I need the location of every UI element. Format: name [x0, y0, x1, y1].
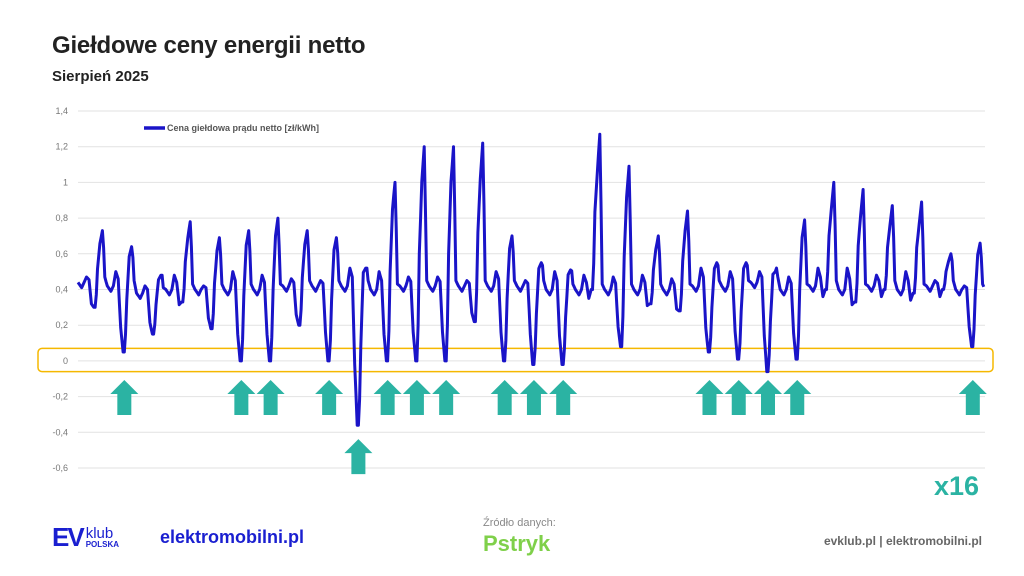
- ev-logo-mark: EV: [52, 522, 85, 552]
- evklub-logo: EV klub POLSKA: [52, 524, 119, 550]
- y-tick-label: 0,8: [55, 213, 68, 223]
- arrow-count-label: x16: [934, 471, 980, 501]
- ev-logo-klub: klub: [85, 524, 114, 542]
- y-tick-label: 1: [63, 177, 68, 187]
- y-tick-label: 1,2: [55, 142, 68, 152]
- footer-links: evklub.pl | elektromobilni.pl: [823, 534, 982, 548]
- up-arrow-icon: [256, 380, 285, 415]
- page-title: Giełdowe ceny energii netto: [52, 32, 366, 59]
- y-tick-label: -0,4: [52, 427, 68, 437]
- legend: Cena giełdowa prądu netto [zł/kWh]: [144, 123, 319, 133]
- up-arrow-icon: [373, 380, 402, 415]
- series-line: [76, 132, 986, 427]
- up-arrow-icon: [754, 380, 783, 415]
- up-arrow-icon: [695, 380, 724, 415]
- up-arrow-icon: [958, 380, 987, 415]
- up-arrow-icon: [344, 439, 373, 475]
- ev-logo-text: klub POLSKA: [86, 526, 119, 549]
- y-axis-ticks: 1,4 1,2 1 0,8 0,6 0,4 0,2 0 -0,2 -0,4 -0,6: [52, 106, 68, 473]
- y-tick-label: -0,2: [52, 392, 68, 402]
- page-subtitle: Sierpień 2025: [52, 68, 149, 85]
- up-arrow-icon: [549, 380, 578, 415]
- y-tick-label: 1,4: [55, 106, 68, 116]
- up-arrow-icon: [402, 380, 431, 415]
- up-arrow-icon: [227, 380, 256, 415]
- arrows: [110, 380, 987, 475]
- up-arrow-icon: [490, 380, 519, 415]
- up-arrow-icon: [783, 380, 812, 415]
- highlight-band-rect: [37, 347, 994, 373]
- y-tick-label: 0,2: [55, 320, 68, 330]
- y-tick-label: 0: [63, 356, 68, 366]
- up-arrow-icon: [724, 380, 753, 415]
- y-tick-label: 0,4: [55, 285, 68, 295]
- source-label: Źródło danych:: [483, 517, 556, 529]
- y-tick-label: 0,6: [55, 249, 68, 259]
- ev-logo-polska: POLSKA: [85, 539, 120, 549]
- legend-label: Cena giełdowa prądu netto [zł/kWh]: [167, 123, 319, 133]
- up-arrow-icon: [432, 380, 461, 415]
- highlight-band: [37, 347, 994, 373]
- up-arrow-icon: [519, 380, 548, 415]
- up-arrow-icon: [110, 380, 139, 415]
- pstryk-logo: Pstryk: [483, 531, 551, 556]
- elektromobilni-logo: elektromobilni.pl: [160, 527, 305, 547]
- y-tick-label: -0,6: [52, 463, 68, 473]
- up-arrow-icon: [315, 380, 344, 415]
